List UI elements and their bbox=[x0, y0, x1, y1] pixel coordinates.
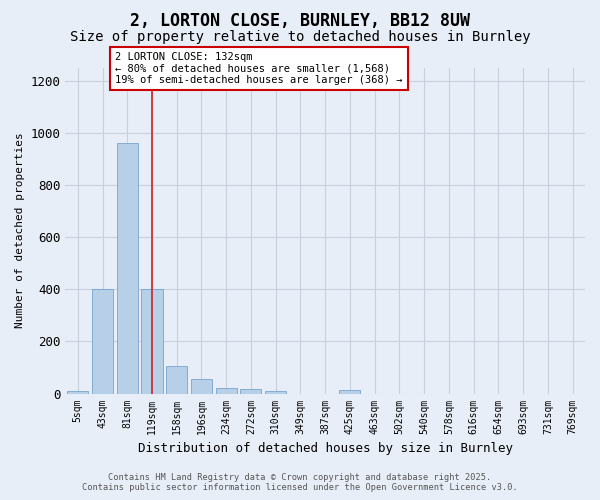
Bar bbox=[340, 390, 361, 394]
Y-axis label: Number of detached properties: Number of detached properties bbox=[15, 132, 25, 328]
Text: Size of property relative to detached houses in Burnley: Size of property relative to detached ho… bbox=[70, 30, 530, 44]
Bar bbox=[241, 389, 262, 394]
Text: Contains HM Land Registry data © Crown copyright and database right 2025.
Contai: Contains HM Land Registry data © Crown c… bbox=[82, 473, 518, 492]
Bar bbox=[117, 143, 138, 394]
Bar bbox=[166, 366, 187, 394]
X-axis label: Distribution of detached houses by size in Burnley: Distribution of detached houses by size … bbox=[138, 442, 513, 455]
Bar bbox=[92, 289, 113, 394]
Text: 2, LORTON CLOSE, BURNLEY, BB12 8UW: 2, LORTON CLOSE, BURNLEY, BB12 8UW bbox=[130, 12, 470, 30]
Bar bbox=[216, 388, 237, 394]
Bar bbox=[265, 391, 286, 394]
Bar bbox=[191, 379, 212, 394]
Bar bbox=[142, 289, 163, 394]
Text: 2 LORTON CLOSE: 132sqm
← 80% of detached houses are smaller (1,568)
19% of semi-: 2 LORTON CLOSE: 132sqm ← 80% of detached… bbox=[115, 52, 403, 85]
Bar bbox=[67, 391, 88, 394]
